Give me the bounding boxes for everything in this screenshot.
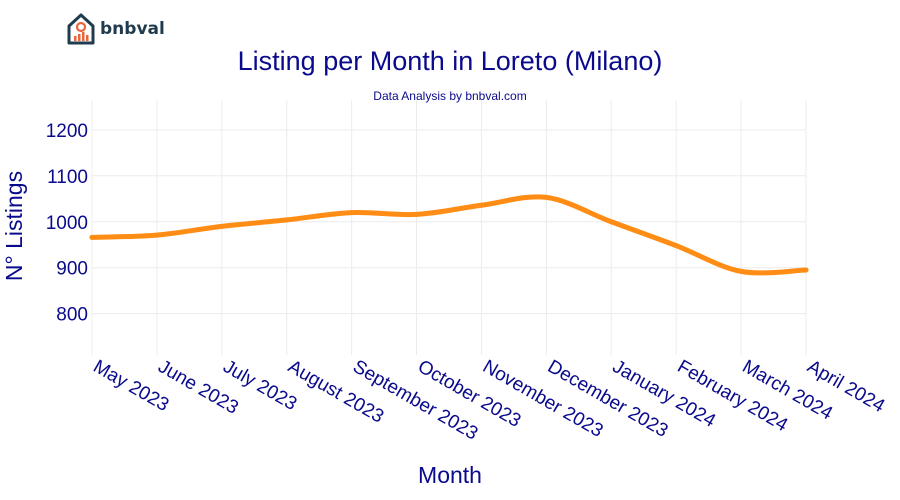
y-axis-ticks: 800 900 1000 1100 1200 xyxy=(46,121,88,326)
brand-logo: bnbval xyxy=(66,12,165,46)
data-point xyxy=(673,243,679,249)
x-axis-label: Month xyxy=(418,462,482,488)
data-point xyxy=(154,232,160,238)
data-point xyxy=(478,202,484,208)
data-point xyxy=(803,267,809,273)
data-point xyxy=(219,223,225,229)
chart-title: Listing per Month in Loreto (Milano) xyxy=(238,46,663,76)
x-tick-label: February 2024 xyxy=(674,356,792,436)
data-point xyxy=(349,210,355,216)
y-tick-label: 1200 xyxy=(46,121,88,142)
data-point xyxy=(414,211,420,217)
y-axis-label: N° Listings xyxy=(1,171,27,281)
series-line xyxy=(89,194,809,276)
y-tick-label: 1000 xyxy=(46,213,88,234)
data-point xyxy=(284,217,290,223)
house-chart-icon xyxy=(67,13,95,45)
data-point xyxy=(543,194,549,200)
brand-name: bnbval xyxy=(100,19,165,39)
y-tick-label: 900 xyxy=(56,259,88,280)
series-layer xyxy=(89,194,809,276)
y-tick-label: 800 xyxy=(56,305,88,326)
chart-subtitle: Data Analysis by bnbval.com xyxy=(373,89,526,103)
grid xyxy=(91,100,807,355)
data-point xyxy=(608,219,614,225)
data-point xyxy=(89,234,95,240)
y-tick-label: 1100 xyxy=(47,167,88,188)
data-point xyxy=(738,268,744,274)
